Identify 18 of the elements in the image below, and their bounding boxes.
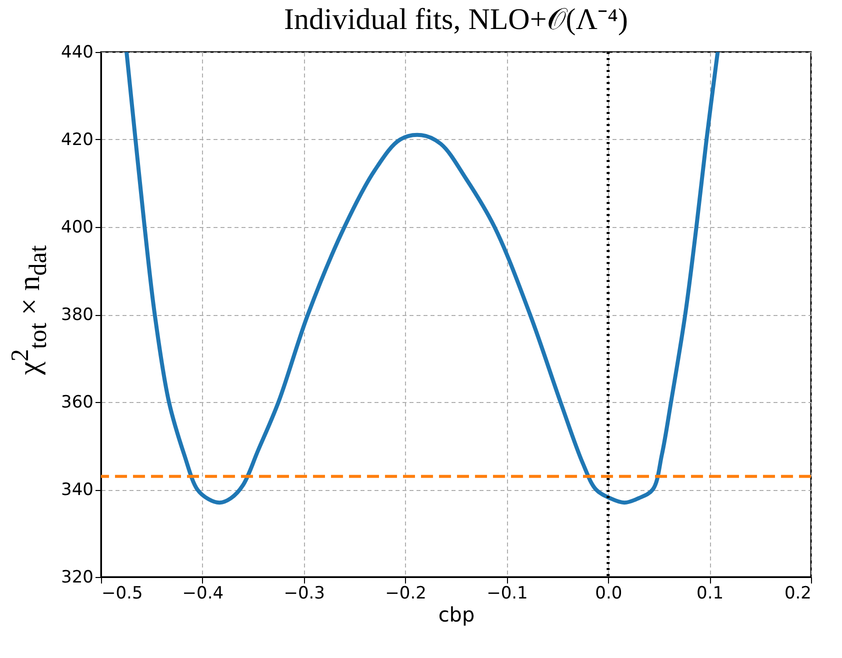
x-tick-label: −0.1 xyxy=(486,584,528,604)
y-tick-label: 340 xyxy=(61,480,94,500)
x-tick-label: 0.0 xyxy=(595,584,622,604)
x-axis-title: cbp xyxy=(438,602,475,626)
x-tick-label: −0.2 xyxy=(385,584,426,604)
x-tick-label: −0.3 xyxy=(284,584,325,604)
y-tick-label: 380 xyxy=(61,305,94,325)
line-series xyxy=(124,52,720,505)
y-tick-label: 440 xyxy=(61,42,94,62)
x-tick-label: 0.1 xyxy=(696,584,724,604)
x-tick-label: −0.5 xyxy=(102,584,143,604)
y-tick-label: 420 xyxy=(61,130,94,150)
x-tick-label: −0.4 xyxy=(182,584,224,604)
chart-title: Individual fits, NLO+𝒪(Λ⁻⁴) xyxy=(284,3,628,36)
y-tick-label: 400 xyxy=(61,218,94,238)
y-tick-label: 320 xyxy=(61,568,94,588)
x-tick-label: 0.2 xyxy=(784,584,812,604)
y-tick-label: 360 xyxy=(61,392,94,412)
